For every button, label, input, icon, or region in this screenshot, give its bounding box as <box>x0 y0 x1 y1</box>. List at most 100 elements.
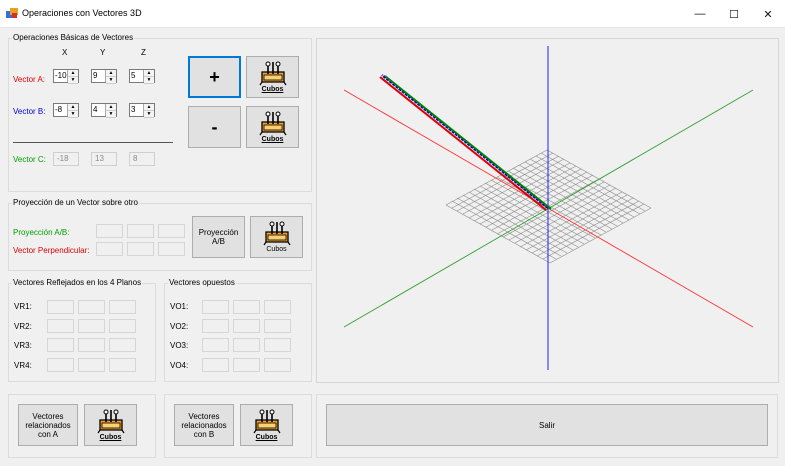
projection-button-line1: Proyección <box>198 228 239 237</box>
vector-b-x-spinner[interactable]: -8 ▲ ▼ <box>53 103 79 118</box>
vo4-label: VO4: <box>170 361 189 370</box>
add-button[interactable]: + <box>188 56 241 98</box>
vr1-label: VR1: <box>14 302 32 311</box>
projection-y-field <box>127 224 154 238</box>
reflected-group-label: Vectores Reflejados en los 4 Planos <box>12 278 143 287</box>
vr1-z-field <box>109 300 136 314</box>
perpendicular-z-field <box>158 242 185 256</box>
cubos-label: Cubos <box>99 434 122 441</box>
vector-a-x-value[interactable]: -10 <box>55 71 67 80</box>
vr4-z-field <box>109 358 136 372</box>
minimize-icon[interactable]: — <box>694 8 706 20</box>
vr3-z-field <box>109 338 136 352</box>
cubes-icon <box>97 409 124 434</box>
cubos-sum-button[interactable]: Cubos <box>246 56 299 98</box>
cubos-label: Cubos <box>266 246 287 253</box>
vector-a-x-spinner[interactable]: -10 ▲ ▼ <box>53 69 79 84</box>
vo1-x-field <box>202 300 229 314</box>
vo4-x-field <box>202 358 229 372</box>
vo1-label: VO1: <box>170 302 189 311</box>
vector-b-label: Vector B: <box>13 107 46 116</box>
cubes-icon <box>253 409 280 434</box>
vector-b-z-value[interactable]: 3 <box>131 105 136 114</box>
related-a-line3: con A <box>37 429 58 439</box>
subtract-button[interactable]: - <box>188 106 241 148</box>
projection-button-line2: A/B <box>212 237 225 246</box>
vr3-label: VR3: <box>14 341 32 350</box>
opposite-group-label: Vectores opuestos <box>168 278 236 287</box>
header-x: X <box>62 48 68 57</box>
header-y: Y <box>100 48 106 57</box>
vr2-x-field <box>47 319 74 333</box>
vr4-label: VR4: <box>14 361 32 370</box>
vo3-label: VO3: <box>170 341 189 350</box>
vo3-z-field <box>264 338 291 352</box>
vo3-y-field <box>233 338 260 352</box>
cubos-label: Cubos <box>261 136 284 143</box>
related-a-line2: relacionados <box>25 420 71 430</box>
perpendicular-x-field <box>96 242 123 256</box>
projection-group-label: Proyección de un Vector sobre otro <box>12 198 139 207</box>
vector-a-z-value[interactable]: 5 <box>131 71 136 80</box>
vo1-z-field <box>264 300 291 314</box>
projection-button[interactable]: Proyección A/B <box>192 216 245 258</box>
basic-operations-label: Operaciones Básicas de Vectores <box>12 33 135 42</box>
grid-plane <box>445 149 652 264</box>
vector-c-z-value: 8 <box>129 152 155 166</box>
projection-label: Proyección A/B: <box>13 228 70 237</box>
title-bar: Operaciones con Vectores 3D — ☐ ✕ <box>0 0 785 28</box>
vector-c-y-value: 13 <box>91 152 117 166</box>
vr1-x-field <box>47 300 74 314</box>
vo2-label: VO2: <box>170 322 189 331</box>
vector-c-line <box>384 75 552 210</box>
app-icon <box>6 8 18 18</box>
perpendicular-y-field <box>127 242 154 256</box>
vector-b-y-value[interactable]: 4 <box>93 105 98 114</box>
maximize-icon[interactable]: ☐ <box>729 8 739 21</box>
perpendicular-label: Vector Perpendicular: <box>13 246 90 255</box>
close-icon[interactable]: ✕ <box>763 8 773 21</box>
related-b-button[interactable]: Vectores relacionados con B <box>174 404 234 446</box>
vector-a-line <box>379 76 547 211</box>
vector-c-x-value: -18 <box>53 152 79 166</box>
cubes-icon <box>259 61 286 86</box>
vo4-y-field <box>233 358 260 372</box>
vector-a-y-value[interactable]: 9 <box>93 71 98 80</box>
projection-x-field <box>96 224 123 238</box>
cubos-related-b-button[interactable]: Cubos <box>240 404 293 446</box>
window-title: Operaciones con Vectores 3D <box>22 8 142 18</box>
vector-b-x-value[interactable]: -8 <box>55 105 63 114</box>
vo3-x-field <box>202 338 229 352</box>
cubos-subtract-button[interactable]: Cubos <box>246 106 299 148</box>
vector-b-z-spinner[interactable]: 3 ▲ ▼ <box>129 103 155 118</box>
related-a-button[interactable]: Vectores relacionados con A <box>18 404 78 446</box>
3d-view-panel <box>316 38 779 383</box>
vo4-z-field <box>264 358 291 372</box>
vo2-x-field <box>202 319 229 333</box>
3d-view-canvas <box>343 46 754 370</box>
related-b-line3: con B <box>193 429 215 439</box>
vr4-x-field <box>47 358 74 372</box>
vr3-y-field <box>78 338 105 352</box>
vector-c-label: Vector C: <box>13 155 46 164</box>
exit-button[interactable]: Salir <box>326 404 768 446</box>
vector-a-y-spinner[interactable]: 9 ▲ ▼ <box>91 69 117 84</box>
vr4-y-field <box>78 358 105 372</box>
cubos-label: Cubos <box>255 434 278 441</box>
projection-z-field <box>158 224 185 238</box>
vr2-label: VR2: <box>14 322 32 331</box>
related-b-line1: Vectores <box>188 411 220 421</box>
vector-a-label: Vector A: <box>13 75 46 84</box>
vr2-y-field <box>78 319 105 333</box>
vector-a-z-spinner[interactable]: 5 ▲ ▼ <box>129 69 155 84</box>
vo2-z-field <box>264 319 291 333</box>
cubes-icon <box>263 221 290 246</box>
cubos-label: Cubos <box>261 86 284 93</box>
header-z: Z <box>141 48 146 57</box>
cubos-related-a-button[interactable]: Cubos <box>84 404 137 446</box>
sum-divider <box>13 142 173 143</box>
vector-b-y-spinner[interactable]: 4 ▲ ▼ <box>91 103 117 118</box>
related-b-line2: relacionados <box>181 420 227 430</box>
cubos-projection-button[interactable]: Cubos <box>250 216 303 258</box>
cubes-icon <box>259 111 286 136</box>
